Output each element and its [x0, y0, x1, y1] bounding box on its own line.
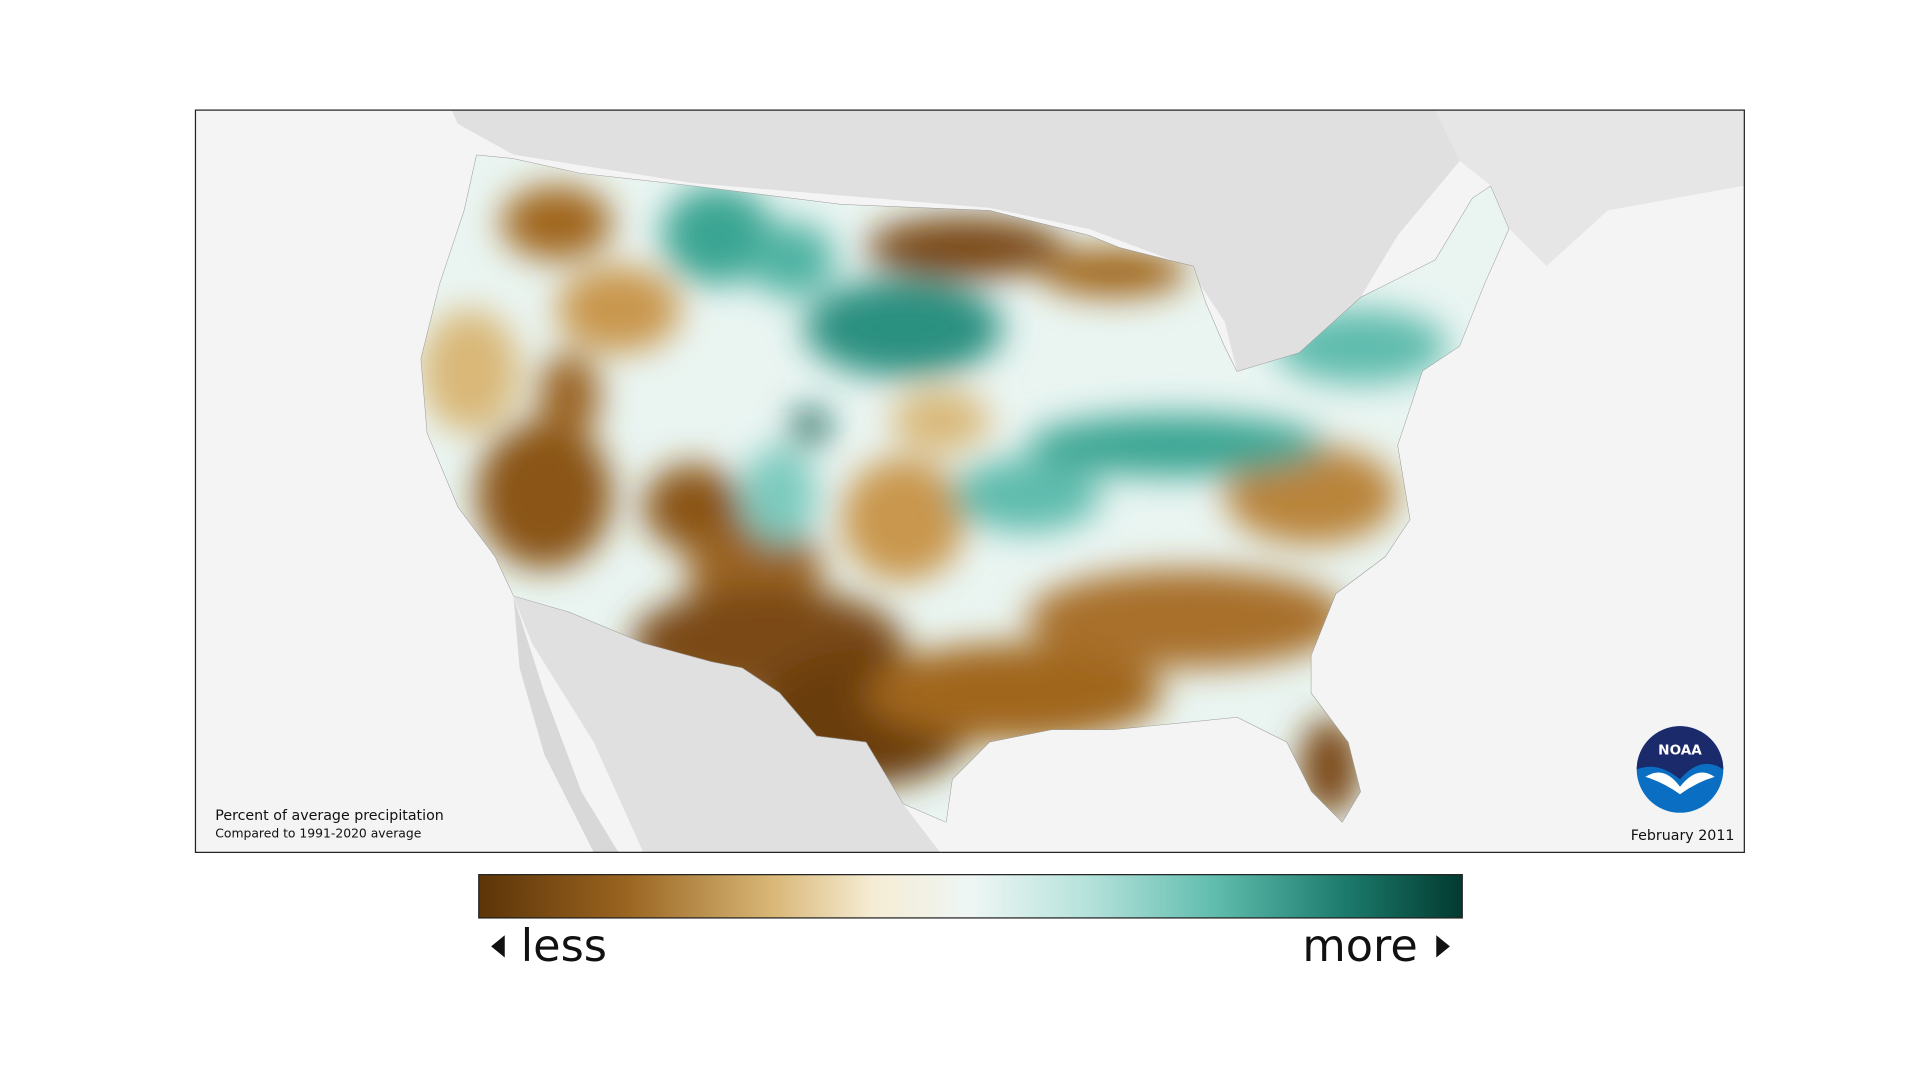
- mexico: [513, 596, 941, 853]
- logo-text: NOAA: [1658, 743, 1702, 759]
- legend-high: more: [1302, 920, 1417, 972]
- map-area: [195, 110, 1745, 853]
- legend-low: less: [521, 920, 607, 972]
- canada: [451, 110, 1485, 372]
- color-bar: [478, 874, 1463, 919]
- arrow-right: [1436, 935, 1450, 958]
- precipitation-field: [420, 154, 1510, 823]
- caption-title: Percent of average precipitation: [215, 808, 444, 824]
- arrow-left: [491, 935, 505, 958]
- map-frame: [194, 109, 1745, 853]
- caption-subtitle: Compared to 1991-2020 average: [215, 827, 421, 841]
- canada-east: [1435, 110, 1745, 266]
- map-date: February 2011: [1631, 828, 1735, 844]
- noaa-logo: NOAA: [1636, 726, 1724, 813]
